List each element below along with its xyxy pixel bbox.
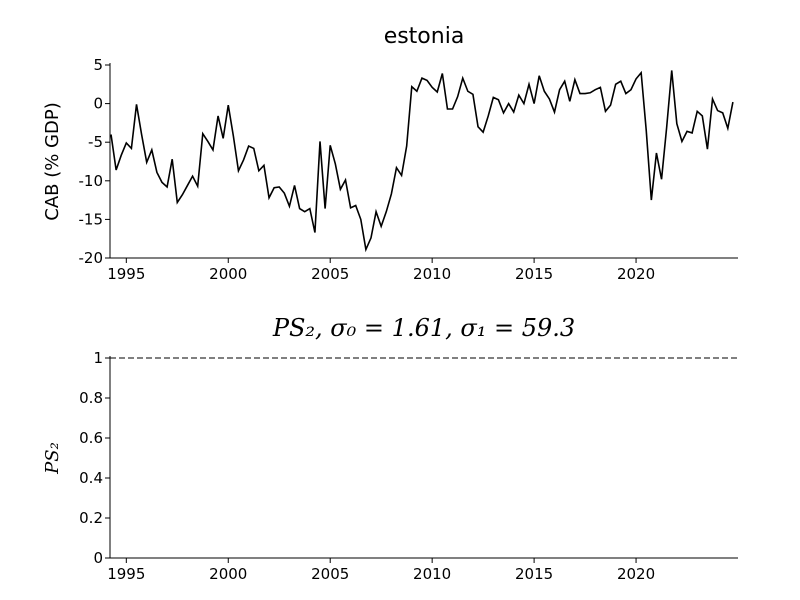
y-tick-label: 0 xyxy=(93,95,103,113)
x-tick-label: 2000 xyxy=(209,265,247,283)
y-tick-label: -5 xyxy=(88,133,103,151)
x-tick-label: 1995 xyxy=(107,265,145,283)
x-tick-label: 2015 xyxy=(515,565,553,583)
y-tick-label: 0 xyxy=(93,549,103,567)
x-tick-label: 2010 xyxy=(413,265,451,283)
y-tick-label: 0.8 xyxy=(79,389,103,407)
y-axis-label: CAB (% GDP) xyxy=(42,102,63,221)
x-tick-label: 2000 xyxy=(209,565,247,583)
chart-title: PS₂, σ₀ = 1.61, σ₁ = 59.3 xyxy=(272,314,575,342)
chart-title: estonia xyxy=(384,24,465,49)
y-tick-label: -20 xyxy=(79,249,104,267)
x-tick-label: 2005 xyxy=(311,565,349,583)
x-tick-label: 2015 xyxy=(515,265,553,283)
y-tick-label: 5 xyxy=(93,56,103,74)
y-tick-label: -10 xyxy=(79,172,104,190)
x-tick-label: 2020 xyxy=(617,565,655,583)
y-tick-label: -15 xyxy=(79,210,104,228)
y-tick-label: 1 xyxy=(93,349,103,367)
x-tick-label: 1995 xyxy=(107,565,145,583)
y-tick-label: 0.6 xyxy=(79,429,103,447)
x-tick-label: 2010 xyxy=(413,565,451,583)
y-tick-label: 0.2 xyxy=(79,509,103,527)
x-tick-label: 2005 xyxy=(311,265,349,283)
data-line xyxy=(110,70,734,253)
y-axis-label: PS₂ xyxy=(42,442,63,475)
y-tick-label: 0.4 xyxy=(79,469,103,487)
x-tick-label: 2020 xyxy=(617,265,655,283)
